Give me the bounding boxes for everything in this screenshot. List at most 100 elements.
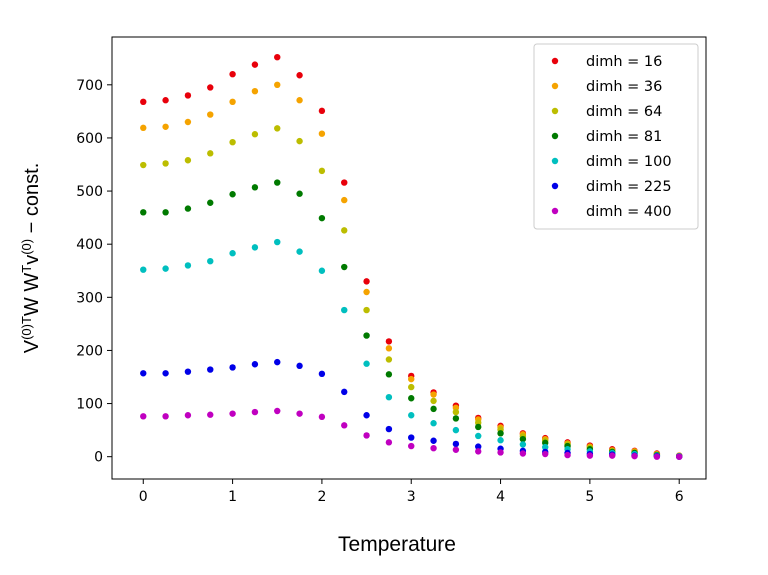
- data-point: [497, 430, 504, 437]
- data-point: [229, 250, 236, 257]
- data-point: [318, 370, 326, 378]
- data-point: [229, 364, 236, 371]
- data-point: [318, 130, 326, 137]
- data-point: [229, 138, 236, 146]
- data-point: [341, 196, 348, 204]
- data-point: [475, 448, 482, 455]
- data-point: [363, 432, 370, 439]
- data-point: [296, 362, 303, 370]
- data-point: [430, 437, 437, 444]
- data-point: [274, 179, 281, 186]
- data-point: [274, 407, 281, 415]
- data-point: [341, 263, 348, 271]
- data-point: [385, 393, 393, 401]
- y-label-text: v: [21, 255, 43, 265]
- data-point: [274, 358, 281, 366]
- y-label-superscript: (0): [19, 239, 34, 255]
- data-point: [162, 370, 169, 377]
- data-point: [408, 442, 415, 450]
- data-point: [430, 405, 437, 413]
- x-tick-label: 4: [496, 489, 505, 505]
- data-point: [430, 397, 437, 405]
- legend-marker: [551, 107, 559, 115]
- data-point: [519, 441, 527, 448]
- data-point: [341, 388, 348, 396]
- data-point: [140, 370, 147, 377]
- data-point: [162, 97, 169, 104]
- data-point: [363, 332, 370, 339]
- axis-ticks: 0 1 2 3 4 5 6 0 100 200 300 400 500 600 700: [76, 78, 683, 505]
- legend-label: dimh = 64: [586, 104, 662, 120]
- legend-label: dimh = 225: [586, 179, 672, 195]
- data-point: [452, 426, 460, 434]
- data-point: [184, 157, 192, 164]
- y-tick-label: 200: [76, 343, 103, 359]
- y-label-text: W W: [21, 273, 43, 316]
- data-point: [162, 160, 169, 167]
- data-point: [296, 190, 303, 197]
- data-point: [207, 257, 214, 265]
- y-tick-label: 300: [76, 290, 103, 306]
- y-tick-label: 600: [76, 131, 103, 147]
- x-tick-label: 2: [317, 489, 326, 505]
- data-point: [363, 288, 370, 296]
- legend-marker: [551, 157, 559, 165]
- y-label-text: V: [21, 339, 43, 353]
- data-point: [296, 72, 303, 79]
- data-point: [162, 123, 169, 130]
- data-point: [385, 439, 393, 446]
- data-point: [542, 450, 549, 458]
- data-point: [318, 107, 326, 115]
- data-point: [274, 125, 281, 132]
- data-point: [229, 98, 236, 106]
- data-point: [140, 124, 147, 132]
- data-point: [140, 209, 147, 216]
- y-label-superscript: T: [19, 265, 34, 273]
- data-point: [296, 97, 303, 104]
- data-point: [140, 98, 147, 106]
- data-point: [408, 383, 415, 391]
- data-point: [184, 118, 192, 126]
- data-points: [140, 53, 683, 460]
- data-point: [475, 423, 482, 431]
- data-point: [408, 412, 415, 419]
- data-point: [207, 150, 214, 157]
- legend-marker: [551, 182, 559, 190]
- data-point: [341, 422, 348, 429]
- data-point: [229, 70, 236, 78]
- data-point: [251, 61, 259, 68]
- data-point: [162, 209, 169, 216]
- data-point: [140, 413, 147, 420]
- data-point: [653, 453, 661, 460]
- data-point: [184, 205, 192, 212]
- data-point: [542, 443, 549, 451]
- data-point: [207, 199, 214, 206]
- data-point: [676, 453, 683, 460]
- data-point: [519, 435, 527, 443]
- data-point: [184, 92, 192, 99]
- data-point: [229, 191, 236, 198]
- data-point: [251, 361, 259, 368]
- legend: dimh = 16 dimh = 36 dimh = 64 dimh = 81 dimh…: [533, 43, 699, 230]
- y-tick-label: 0: [94, 450, 103, 466]
- data-point: [564, 451, 571, 459]
- data-point: [341, 179, 348, 186]
- data-point: [318, 413, 326, 421]
- data-point: [162, 413, 169, 420]
- data-point: [140, 266, 147, 273]
- legend-label: dimh = 16: [586, 54, 662, 70]
- data-point: [430, 420, 437, 427]
- data-point: [318, 267, 326, 274]
- legend-marker: [551, 132, 559, 140]
- data-point: [296, 410, 303, 417]
- data-point: [296, 137, 303, 145]
- data-point: [363, 306, 370, 314]
- legend-marker: [551, 207, 559, 215]
- data-point: [162, 265, 169, 272]
- y-tick-label: 100: [76, 397, 103, 413]
- data-point: [363, 360, 370, 367]
- data-point: [229, 410, 236, 417]
- data-point: [609, 452, 616, 459]
- y-tick-label: 400: [76, 237, 103, 253]
